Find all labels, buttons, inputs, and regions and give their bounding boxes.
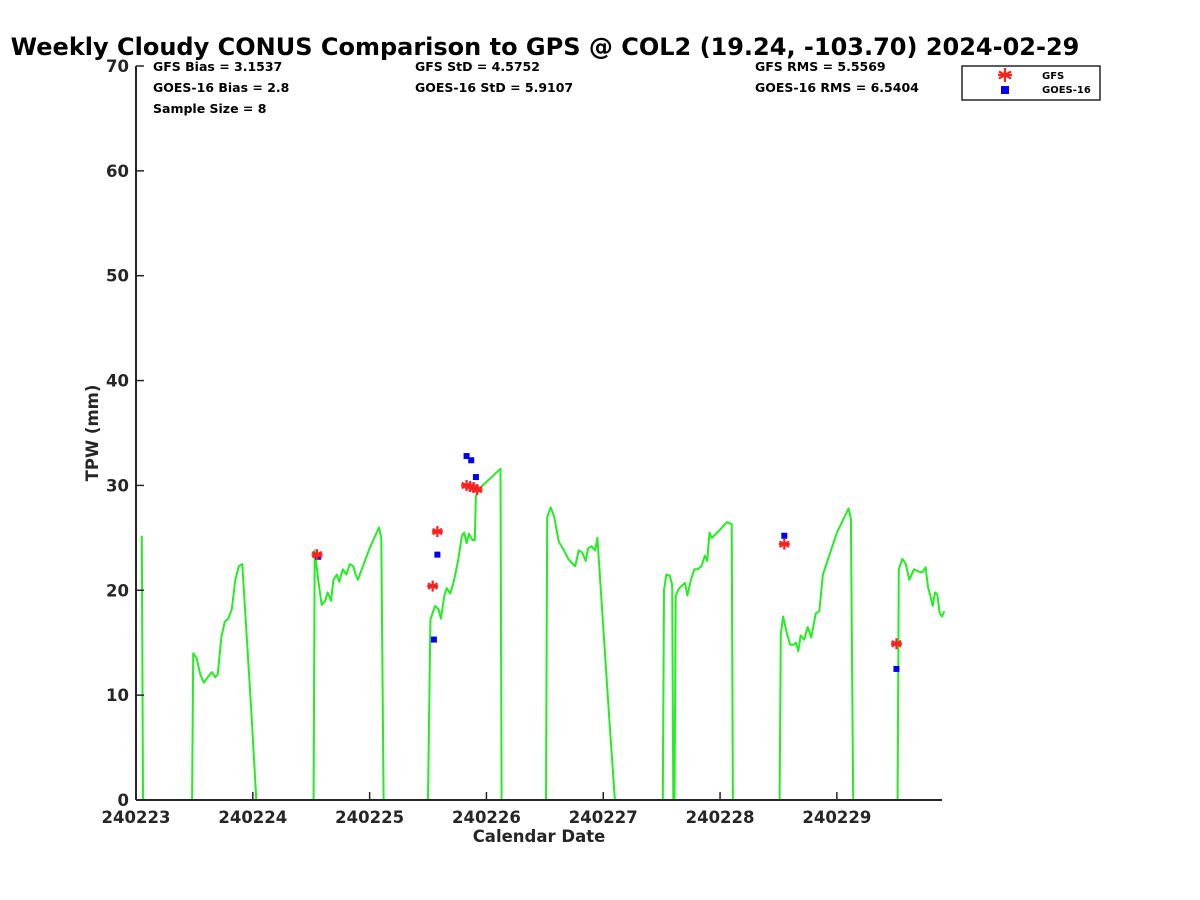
legend-gfs-label: GFS xyxy=(1042,71,1064,82)
y-tick-label: 20 xyxy=(106,581,129,600)
plot-lines xyxy=(140,467,946,801)
chart-title: Weekly Cloudy CONUS Comparison to GPS @ … xyxy=(11,33,1080,61)
goes16-point xyxy=(781,532,788,539)
legend-goes16-label: GOES-16 xyxy=(1042,85,1091,96)
y-tick-label: 70 xyxy=(106,57,129,76)
legend-goes16-marker-icon xyxy=(1001,86,1009,94)
stats-panel: GFS Bias = 3.1537 GOES-16 Bias = 2.8 Sam… xyxy=(153,59,919,116)
stat-goes-std: GOES-16 StD = 5.9107 xyxy=(415,80,573,95)
gfs-point xyxy=(471,484,483,496)
gps-tpw-line-segment xyxy=(312,526,385,801)
gfs-point xyxy=(427,580,439,592)
x-tick-label: 240229 xyxy=(802,808,871,827)
x-tick-label: 240227 xyxy=(569,808,638,827)
legend-gfs-marker-icon xyxy=(998,68,1012,82)
stat-gfs-std: GFS StD = 4.5752 xyxy=(415,59,540,74)
x-ticks: 240223 240224 240225 240226 240227 240228 2402… xyxy=(102,792,871,827)
y-tick-label: 50 xyxy=(106,267,129,286)
goes16-point xyxy=(463,453,470,460)
gps-tpw-line-segment xyxy=(427,467,503,801)
x-tick-label: 240228 xyxy=(686,808,755,827)
axes xyxy=(135,66,942,801)
plot-markers xyxy=(311,453,902,672)
y-tick-label: 40 xyxy=(106,372,129,391)
stat-gfs-rms: GFS RMS = 5.5569 xyxy=(755,59,886,74)
goes16-point xyxy=(430,636,437,643)
gps-tpw-line-segment xyxy=(778,507,855,801)
gfs-point xyxy=(890,638,902,650)
x-tick-label: 240223 xyxy=(102,808,171,827)
legend-goes16-square xyxy=(1001,86,1009,94)
y-tick-label: 10 xyxy=(106,686,129,705)
legend-box xyxy=(961,65,1101,101)
stat-goes-bias: GOES-16 Bias = 2.8 xyxy=(153,80,289,95)
gfs-point xyxy=(431,526,443,538)
goes16-point xyxy=(434,551,441,558)
x-tick-label: 240225 xyxy=(335,808,404,827)
x-axis-label: Calendar Date xyxy=(473,827,606,846)
y-tick-label: 60 xyxy=(106,162,129,181)
gps-tpw-line-segment xyxy=(140,535,144,801)
gps-tpw-line-segment xyxy=(661,573,675,801)
y-ticks: 0 10 20 30 40 50 60 70 xyxy=(106,57,144,810)
goes16-point xyxy=(468,457,475,464)
y-axis-label: TPW (mm) xyxy=(83,385,102,482)
gfs-point xyxy=(311,549,323,561)
x-tick-label: 240224 xyxy=(218,808,287,827)
legend-gfs-asterisk xyxy=(998,68,1012,82)
gps-tpw-line-segment xyxy=(896,557,946,801)
stat-sample-size: Sample Size = 8 xyxy=(153,101,266,116)
stat-goes-rms: GOES-16 RMS = 6.5404 xyxy=(755,80,919,95)
x-tick-label: 240226 xyxy=(452,808,521,827)
gps-tpw-line-segment xyxy=(191,563,258,801)
stat-gfs-bias: GFS Bias = 3.1537 xyxy=(153,59,282,74)
gps-tpw-line-segment xyxy=(673,521,734,801)
gps-tpw-line-segment xyxy=(545,506,616,801)
goes16-point xyxy=(315,553,322,560)
legend: GFS GOES-16 xyxy=(961,65,1101,101)
goes16-point xyxy=(472,474,479,481)
gfs-point xyxy=(778,538,790,550)
goes16-point xyxy=(893,665,900,672)
y-tick-label: 30 xyxy=(106,476,129,495)
y-tick-label: 0 xyxy=(118,791,129,810)
